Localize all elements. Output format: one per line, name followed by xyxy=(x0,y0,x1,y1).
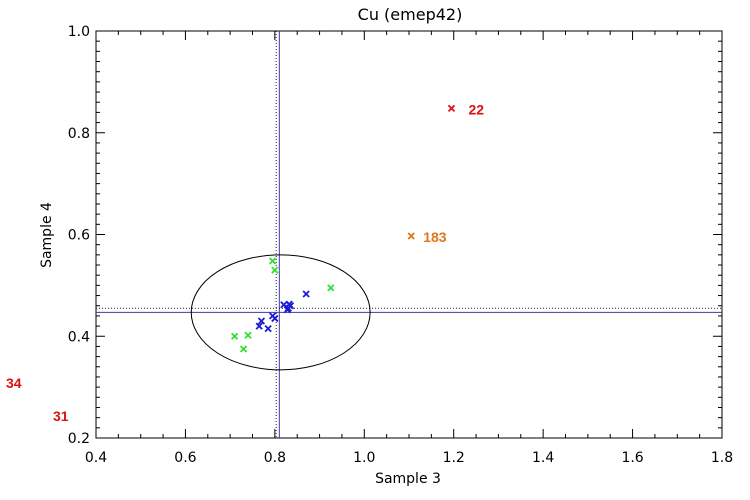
data-point xyxy=(264,324,272,333)
data-point xyxy=(255,322,263,330)
data-point xyxy=(286,302,295,310)
point-label-31: 31 xyxy=(53,408,69,424)
y-tick-label: 0.4 xyxy=(68,329,90,345)
point-label: 22 xyxy=(468,101,484,117)
x-tick-label: 1.8 xyxy=(711,450,733,466)
x-tick-label: 0.6 xyxy=(174,450,196,466)
y-tick-label: 0.2 xyxy=(68,431,90,447)
x-tick-label: 1.4 xyxy=(532,450,554,466)
x-tick-label: 1.2 xyxy=(443,450,465,466)
y-tick-label: 0.6 xyxy=(68,228,90,244)
plot-area: 0.4 0.6 0.8 1.0 1.2 1.4 1.6 1.8 0.2 0.4 0.6 0.8 1.0 2… xyxy=(68,24,733,466)
data-point xyxy=(268,257,277,265)
x-tick-label: 0.4 xyxy=(85,450,107,466)
chart-title: Cu (emep42) xyxy=(358,5,463,24)
data-point xyxy=(230,332,239,340)
x-axis-label: Sample 3 xyxy=(375,471,441,487)
data-point xyxy=(407,232,415,240)
x-tick-label: 0.8 xyxy=(264,450,286,466)
data-point xyxy=(239,345,248,353)
data-point xyxy=(447,104,456,112)
y-tick-label: 0.8 xyxy=(68,126,90,142)
data-point xyxy=(257,317,266,325)
confidence-ellipse xyxy=(190,254,371,371)
data-point xyxy=(327,284,335,292)
x-tick-label: 1.0 xyxy=(353,450,375,466)
point-label: 183 xyxy=(423,229,447,245)
y-tick-label: 1.0 xyxy=(68,24,90,40)
data-point xyxy=(271,266,279,274)
data-point xyxy=(302,290,310,298)
data-point xyxy=(244,331,252,339)
point-label-34: 34 xyxy=(6,375,22,391)
data-point xyxy=(271,314,279,323)
x-tick-label: 1.6 xyxy=(621,450,643,466)
y-axis-label: Sample 4 xyxy=(39,202,55,268)
